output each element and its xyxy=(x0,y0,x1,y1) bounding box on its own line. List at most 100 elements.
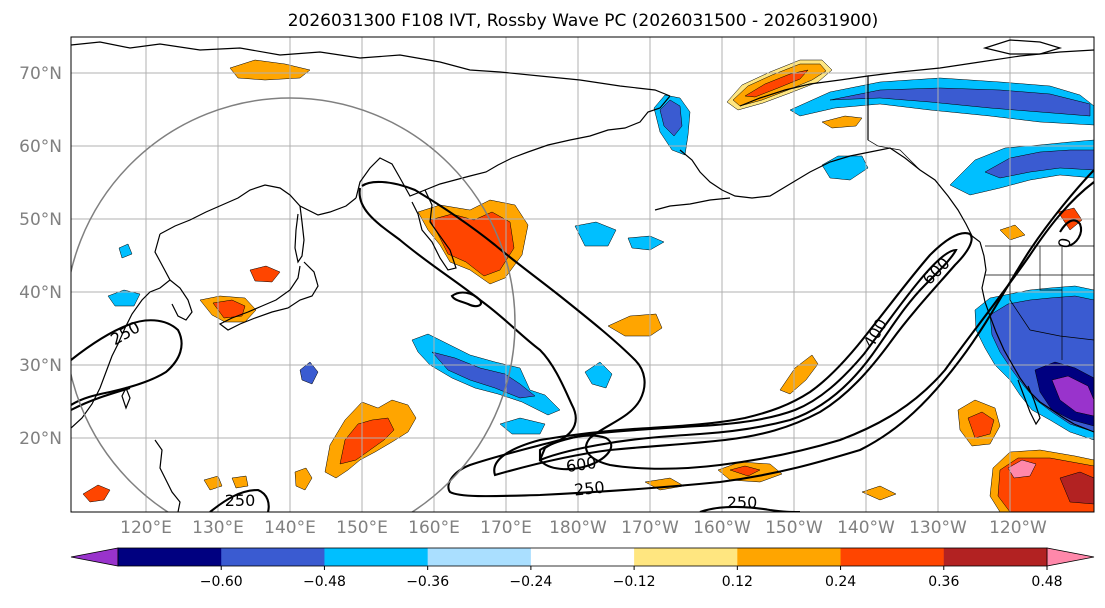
coast-na-west xyxy=(979,241,1094,433)
colorbar: −0.60 −0.48 −0.36 −0.24 −0.12 0.12 0.24 0.36 0.4… xyxy=(70,547,1095,590)
lon-label: 160°E xyxy=(408,518,460,538)
fill-alaska-north-core xyxy=(744,69,809,98)
fill-sw-america-purple xyxy=(1051,375,1094,417)
map-frame xyxy=(70,36,1095,513)
colorbar-boxes xyxy=(118,548,1048,566)
colorbar-labels: −0.60 −0.48 −0.36 −0.24 −0.12 0.12 0.24 0.36 0.4… xyxy=(200,566,1063,590)
lon-label: 150°W xyxy=(765,518,823,538)
fill-small-4 xyxy=(231,475,249,489)
lon-label: 160°W xyxy=(693,518,751,538)
coast-chukotka xyxy=(355,95,671,199)
graticule xyxy=(71,37,1094,512)
coast-sakhalin xyxy=(294,205,305,264)
fill-nw-pac-2 xyxy=(574,221,617,247)
contour-600-loop xyxy=(538,434,613,471)
colorbar-extend-left xyxy=(70,547,119,567)
fill-japan-core xyxy=(212,299,246,319)
colorbar-box xyxy=(840,548,945,566)
contour-west-2 xyxy=(71,386,131,411)
fill-gulf-neg xyxy=(821,155,869,181)
lon-label: 120°W xyxy=(989,518,1047,538)
contour-250-main xyxy=(358,169,1094,498)
colorbar-tick-label: 0.36 xyxy=(928,574,959,590)
coast-siberia-north xyxy=(71,41,671,97)
colorbar-tick-label: −0.36 xyxy=(406,574,449,590)
contour-600-inner xyxy=(538,248,958,462)
contour-400-main xyxy=(493,232,973,477)
colorbar-box xyxy=(634,548,738,566)
contour-label: 250 xyxy=(225,491,256,510)
colorbar-frame xyxy=(117,547,1048,567)
fill-china-2 xyxy=(118,243,133,259)
ivt-contours xyxy=(71,169,1094,512)
contour-south-250 xyxy=(209,488,270,512)
figure-title: 2026031300 F108 IVT, Rossby Wave PC (202… xyxy=(288,11,879,31)
border-ak-canada xyxy=(867,76,921,171)
fill-nw-pac-4 xyxy=(584,361,613,389)
fill-tropical-1-core xyxy=(729,465,761,477)
contour-east-0 xyxy=(1059,219,1083,248)
colorbar-tick-label: 0.24 xyxy=(825,574,856,590)
colorbar-box xyxy=(324,548,429,566)
latitude-labels: 70°N 60°N 50°N 40°N 30°N 20°N xyxy=(19,64,62,449)
fill-marianas-core xyxy=(339,417,395,465)
lat-label: 40°N xyxy=(19,283,62,303)
negative-anomaly-fill xyxy=(107,77,1094,441)
fill-nw-pac-6 xyxy=(299,361,319,385)
colorbar-box xyxy=(737,548,842,566)
fill-east-tropics-pink xyxy=(1007,459,1037,479)
coastlines xyxy=(71,39,1094,512)
contour-label: 600 xyxy=(565,453,598,476)
coast-arctic-islands xyxy=(982,39,1063,55)
map-panel: 250 250 600 250 250 400 600 0 xyxy=(71,37,1094,512)
fill-nw-canada-core xyxy=(829,87,1091,117)
lon-label: 130°W xyxy=(909,518,967,538)
fill-small-2 xyxy=(294,467,313,491)
colorbar-box xyxy=(427,548,532,566)
longitude-labels: 120°E 130°E 140°E 150°E 160°E 170°E 180°… xyxy=(120,518,1047,538)
lon-label: 140°W xyxy=(837,518,895,538)
fill-small-1 xyxy=(82,484,111,503)
fill-china-1 xyxy=(107,289,141,307)
fill-gulf-ak xyxy=(821,115,863,129)
lat-label: 30°N xyxy=(19,356,62,376)
fill-central-pac xyxy=(607,313,663,337)
coast-aleutians xyxy=(654,197,731,211)
contour-west-1 xyxy=(71,319,183,406)
colorbar-tick-label: −0.24 xyxy=(509,574,552,590)
colorbar-box xyxy=(221,548,325,566)
colorbar-tick-label: −0.60 xyxy=(200,574,243,590)
contour-small-loop xyxy=(450,291,483,308)
coast-korea xyxy=(169,279,193,321)
fill-nw-pac-5 xyxy=(499,417,546,435)
lon-label: 120°E xyxy=(120,518,172,538)
fill-korea xyxy=(249,265,281,283)
fill-bering-neg-core xyxy=(659,99,683,137)
borders xyxy=(867,76,1094,360)
positive-anomaly-fill xyxy=(82,59,1094,512)
lat-label: 20°N xyxy=(19,429,62,449)
colorbar-tick-label: −0.12 xyxy=(613,574,656,590)
coast-baja xyxy=(1017,379,1041,426)
colorbar-box xyxy=(118,548,222,566)
coast-philippines xyxy=(154,439,181,512)
contour-label: 0 xyxy=(1054,236,1074,249)
colorbar-box xyxy=(530,548,635,566)
contour-label: 250 xyxy=(573,477,605,499)
fill-east-tropics-red xyxy=(1059,471,1094,505)
colorbar-tick-label: 0.12 xyxy=(722,574,753,590)
coast-japan xyxy=(218,261,319,331)
fill-nw-pac-3 xyxy=(627,235,665,251)
focus-circle xyxy=(71,97,516,512)
lon-label: 150°E xyxy=(336,518,388,538)
contour-label: 250 xyxy=(727,493,758,512)
coast-alaska-west xyxy=(679,147,981,243)
fill-tropical-3 xyxy=(861,485,897,501)
coast-arctic-na xyxy=(867,49,1094,77)
lat-label: 70°N xyxy=(19,64,62,84)
lon-label: 180°W xyxy=(549,518,607,538)
colorbar-tick-label: 0.48 xyxy=(1031,574,1062,590)
lat-label: 60°N xyxy=(19,137,62,157)
